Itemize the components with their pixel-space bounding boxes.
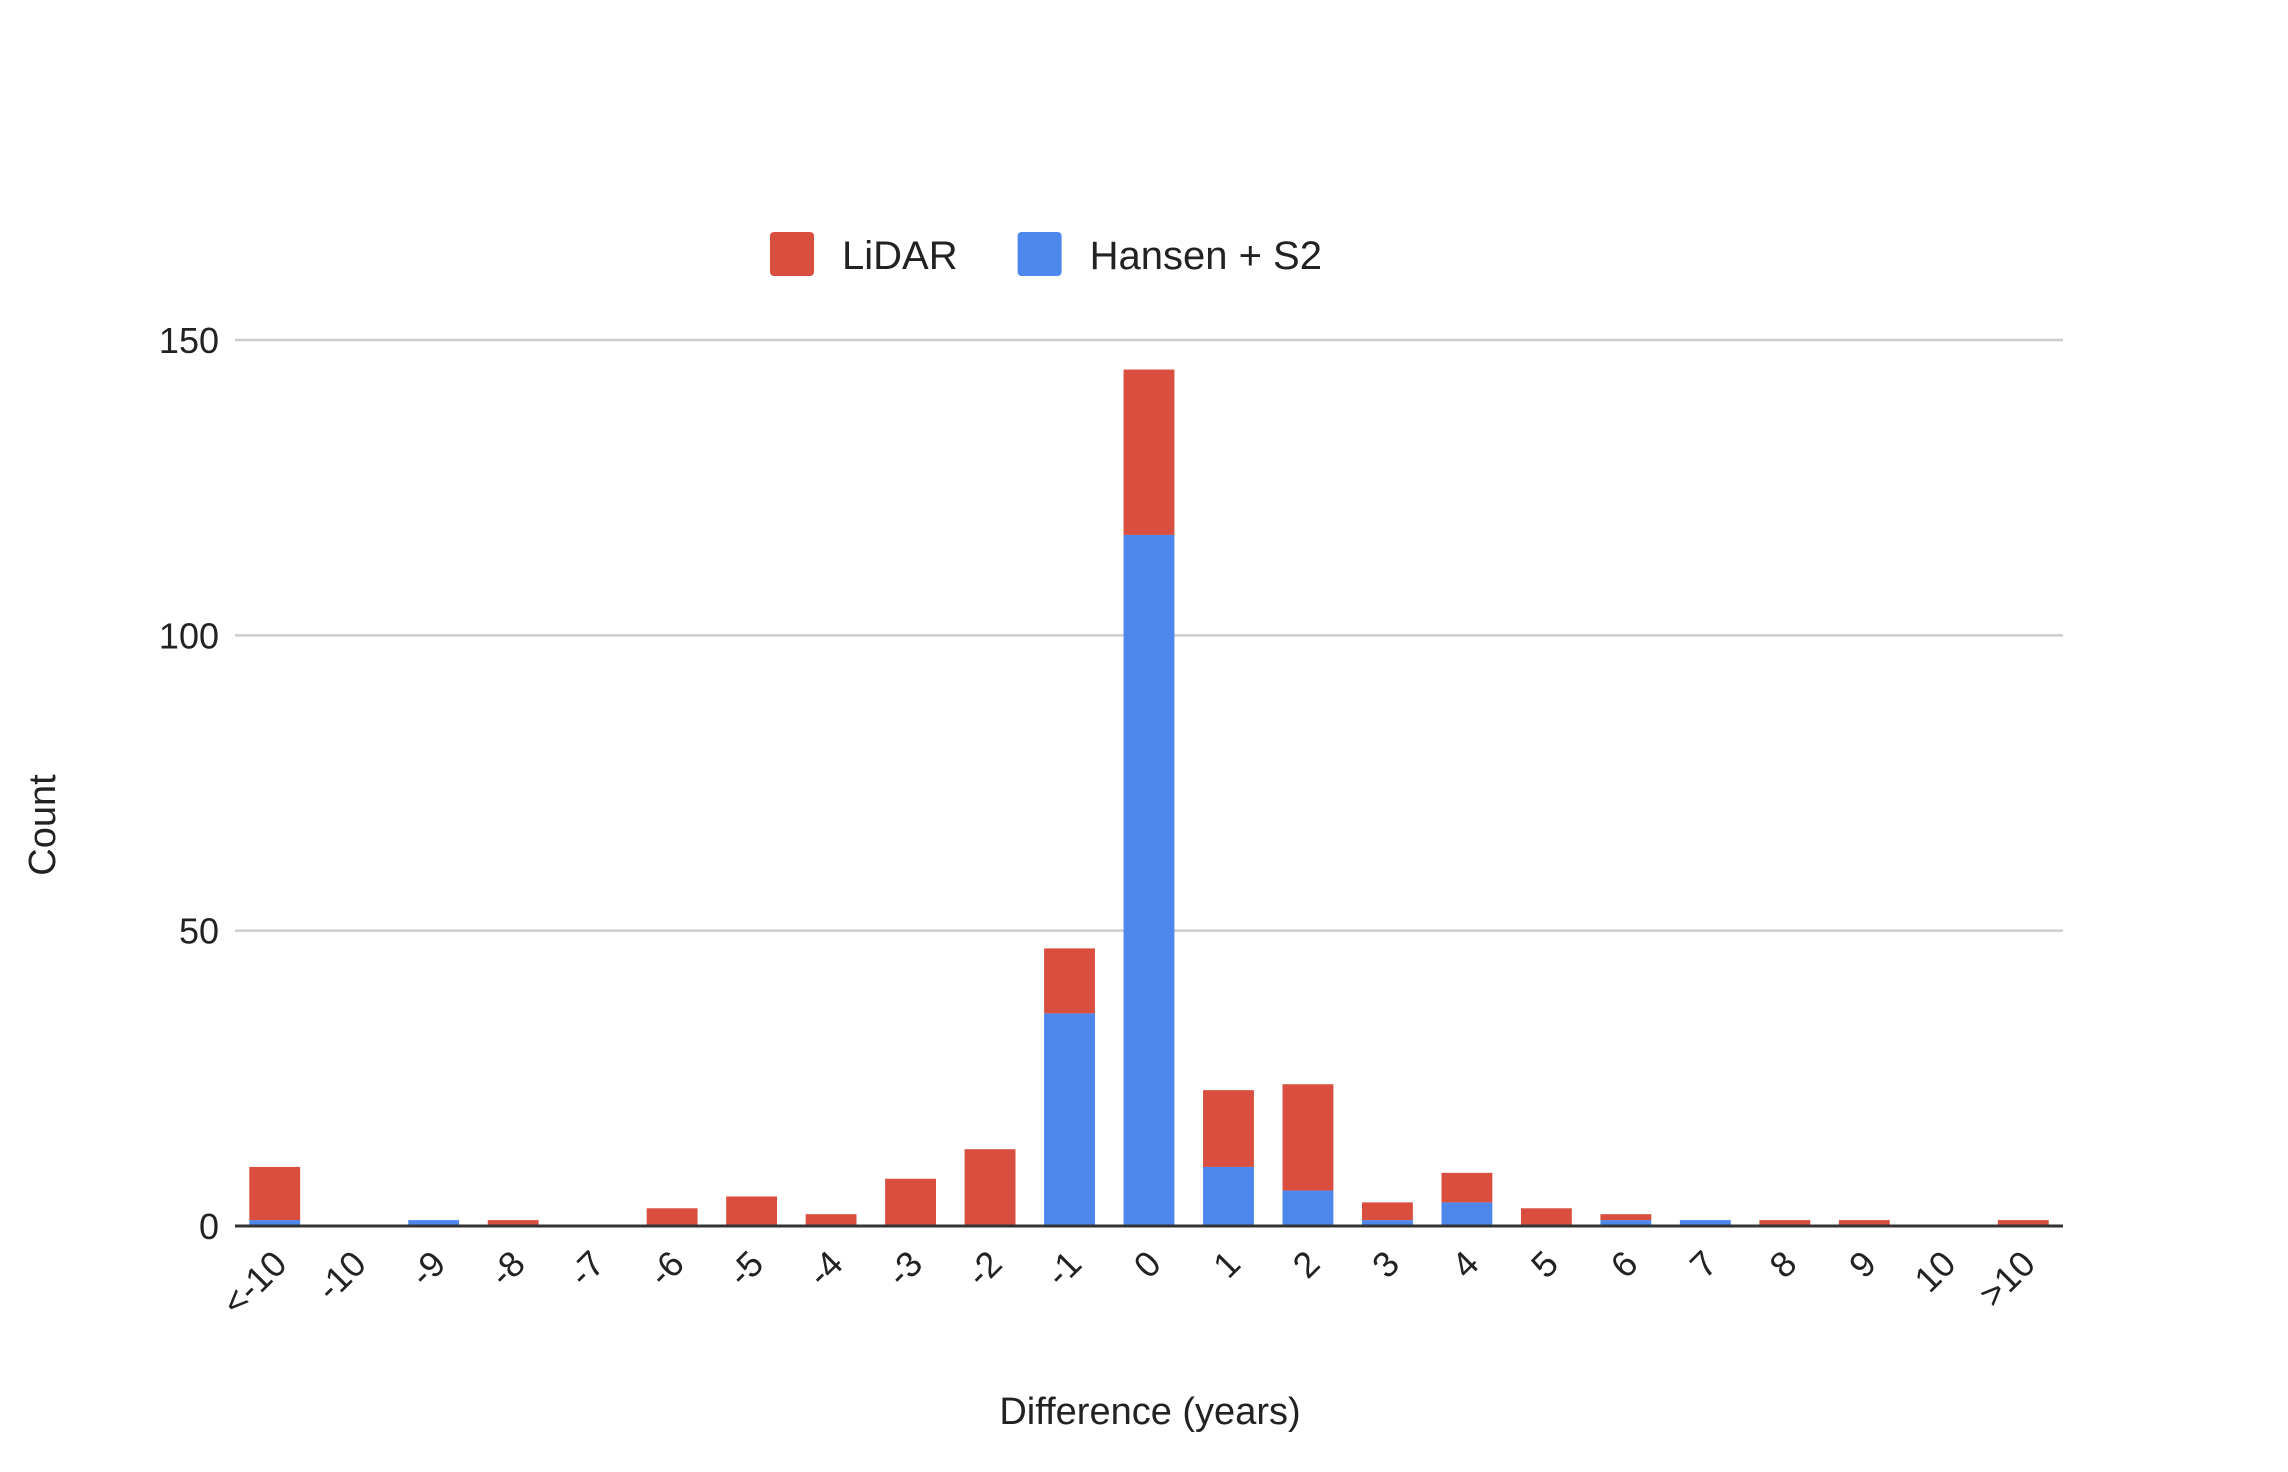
y-tick-labels: 0 50 100 150 <box>159 320 219 1247</box>
bar-hansen-s2-18 <box>1679 1220 1731 1226</box>
x-tick-label: -7 <box>561 1243 613 1295</box>
bar-hansen-s2-14 <box>1362 1220 1413 1226</box>
legend: LiDAR Hansen + S2 <box>770 232 1322 278</box>
bar-hansen-s2-17 <box>1600 1220 1652 1226</box>
x-tick-label: >10 <box>1971 1243 2043 1315</box>
y-tick-label: 100 <box>159 615 219 656</box>
bar-lidar-6 <box>726 1196 778 1226</box>
bar-lidar-7 <box>805 1214 857 1226</box>
legend-swatch-lidar <box>770 232 814 276</box>
bar-lidar-19 <box>1759 1220 1811 1226</box>
x-tick-label: 10 <box>1906 1243 1963 1300</box>
x-tick-label: -3 <box>879 1243 931 1295</box>
bar-lidar-3 <box>487 1220 539 1226</box>
bar-lidar-15 <box>1441 1172 1493 1203</box>
bar-hansen-s2-2 <box>408 1220 460 1226</box>
bar-lidar-17 <box>1600 1214 1652 1221</box>
x-tick-label: 1 <box>1205 1243 1248 1286</box>
bar-hansen-s2-15 <box>1441 1202 1493 1226</box>
bar-hansen-s2-10 <box>1044 1013 1095 1226</box>
bar-lidar-10 <box>1044 948 1095 1014</box>
legend-swatch-hansen-s2 <box>1017 232 1062 276</box>
y-tick-label: 150 <box>159 320 219 361</box>
bar-lidar-0 <box>249 1166 301 1221</box>
x-tick-label: 8 <box>1761 1243 1804 1286</box>
x-tick-label: -5 <box>720 1243 772 1295</box>
bar-hansen-s2-11 <box>1123 534 1175 1226</box>
y-axis-title: Count <box>22 774 64 876</box>
x-tick-label: -2 <box>958 1243 1010 1295</box>
x-tick-label: 3 <box>1364 1243 1407 1286</box>
x-tick-labels: <-10 -10 -9 -8 -7 -6 -5 -4 -3 -2 -1 0 1 2 3 4 5 6 7 8 9 10 >10 <box>214 1243 2043 1324</box>
bar-lidar-11 <box>1123 369 1175 535</box>
bar-lidar-9 <box>964 1149 1016 1226</box>
bar-hansen-s2-12 <box>1203 1166 1254 1226</box>
bars <box>249 369 2049 1226</box>
bar-lidar-14 <box>1362 1202 1413 1221</box>
bar-lidar-22 <box>1997 1220 2049 1226</box>
x-tick-label: -10 <box>308 1243 374 1309</box>
bar-lidar-16 <box>1520 1208 1572 1226</box>
x-tick-label: -6 <box>640 1243 692 1295</box>
bar-hansen-s2-13 <box>1282 1190 1334 1226</box>
x-tick-label: 4 <box>1443 1243 1486 1286</box>
x-tick-label: 6 <box>1602 1243 1645 1286</box>
x-tick-label: 7 <box>1682 1243 1725 1286</box>
x-tick-label: 2 <box>1284 1243 1327 1286</box>
bar-lidar-13 <box>1282 1084 1334 1191</box>
x-tick-label: -4 <box>799 1243 851 1295</box>
bar-lidar-12 <box>1203 1090 1254 1167</box>
y-tick-label: 50 <box>179 911 219 952</box>
legend-label-hansen-s2: Hansen + S2 <box>1090 234 1322 278</box>
legend-label-lidar: LiDAR <box>842 234 958 278</box>
x-tick-label: 0 <box>1126 1243 1169 1286</box>
bar-lidar-20 <box>1838 1220 1890 1226</box>
x-tick-label: -8 <box>481 1243 533 1295</box>
x-tick-label: 9 <box>1841 1243 1884 1286</box>
bar-lidar-5 <box>646 1208 698 1226</box>
x-tick-label: 5 <box>1523 1243 1566 1286</box>
x-axis-title: Difference (years) <box>999 1391 1300 1433</box>
x-tick-label: <-10 <box>214 1243 295 1324</box>
bar-lidar-8 <box>885 1178 936 1226</box>
x-tick-label: -9 <box>402 1243 454 1295</box>
x-tick-label: -1 <box>1038 1243 1090 1295</box>
y-tick-label: 0 <box>199 1206 219 1247</box>
bar-hansen-s2-0 <box>249 1220 301 1226</box>
